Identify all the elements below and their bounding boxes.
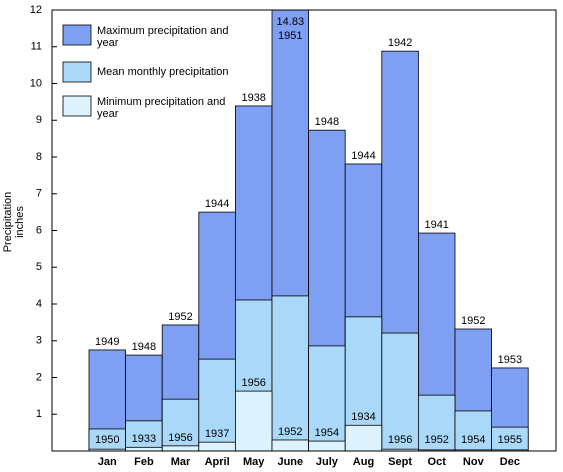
max-year-label: 1938 [241,92,265,104]
bar [417,394,456,451]
min-year-label: 1950 [95,434,119,446]
max-year-label: 1952 [461,315,485,327]
x-tick-label: Jan [98,456,117,468]
x-tick-label: April [205,456,230,468]
bar [271,439,309,451]
bar [198,441,236,451]
legend-label: Maximum precipitation and year [97,25,229,49]
y-tick-label: 6 [36,224,42,236]
bar [344,424,383,451]
max-year-label: 1953 [498,354,522,366]
y-tick-label: 8 [36,151,42,163]
x-tick-label: Aug [353,456,374,468]
legend-label: Minimum precipitation and year [97,96,226,120]
legend-swatch [62,95,92,117]
legend-label: Mean monthly precipitation [97,66,229,78]
bar [308,345,346,451]
min-year-label: 1934 [351,411,375,423]
y-tick-label: 2 [36,371,42,383]
x-tick-label: May [243,456,265,468]
y-tick-label: 3 [36,335,42,347]
x-tick-label: Sept [388,456,412,468]
max-year-label: 1944 [351,150,375,162]
max-year-label: 1948 [315,116,339,128]
min-year-label: 1933 [132,433,156,445]
y-tick-label: 12 [30,4,42,16]
x-tick-label: Nov [463,456,485,468]
min-year-label: 1956 [168,432,192,444]
y-tick-label: 10 [30,77,42,89]
min-year-label: 1937 [205,428,229,440]
max-year-label: 1941 [424,219,448,231]
y-tick-label: 5 [36,261,42,273]
plot-area [88,10,529,451]
legend-swatch [62,61,92,83]
y-tick-label: 7 [36,188,42,200]
max-year-label: 1952 [168,311,192,323]
max-year-label: 1948 [132,341,156,353]
min-year-label: 1955 [498,434,522,446]
max-year-label: 1949 [95,336,119,348]
min-year-label: 1954 [461,434,485,446]
bar [454,410,492,451]
bar [161,398,200,451]
max-year-label: 1944 [205,198,229,210]
min-year-label: 1952 [278,426,302,438]
y-tick-label: 4 [36,298,42,310]
bar [234,390,273,451]
bar [125,446,163,451]
min-year-label: 1956 [241,377,265,389]
min-year-label: 1956 [388,434,412,446]
bar [381,332,419,451]
x-tick-label: July [316,456,339,468]
bar [308,440,346,451]
max-value-label: 14.83 [277,16,305,28]
y-axis-title: Precipitation inches [2,191,26,253]
max-year-label: 1951 [278,30,302,42]
min-year-label: 1952 [424,434,448,446]
x-tick-label: Feb [134,456,154,468]
legend-swatch [62,24,92,46]
bar [161,445,200,451]
y-tick-label: 9 [36,114,42,126]
x-tick-label: Dec [500,456,520,468]
y-tick-label: 1 [36,408,42,420]
x-tick-label: Mar [171,456,191,468]
x-tick-label: June [277,456,303,468]
y-tick-label: 11 [31,41,42,53]
min-year-label: 1954 [315,427,339,439]
max-year-label: 1942 [388,37,412,49]
x-tick-label: Oct [428,456,447,468]
